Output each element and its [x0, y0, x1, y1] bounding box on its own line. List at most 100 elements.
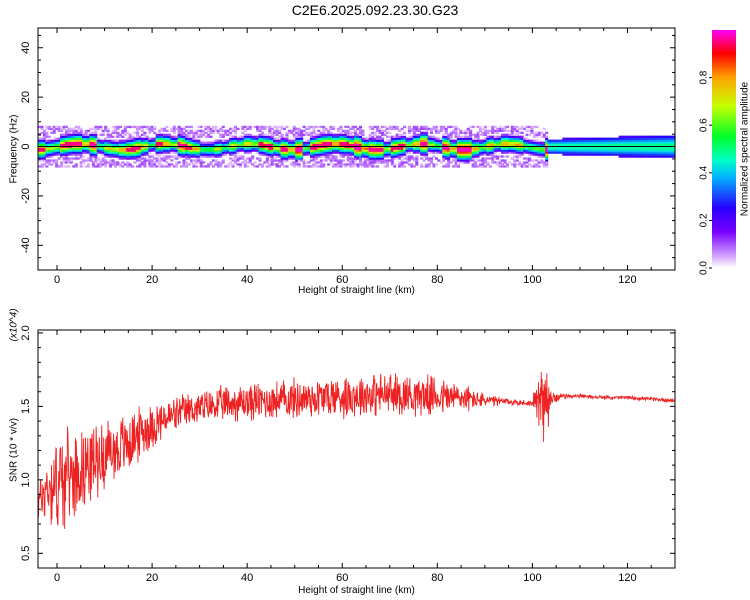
heatmap-cell [535, 159, 539, 162]
heatmap-cell [241, 141, 245, 144]
heatmap-cell [253, 147, 257, 150]
heatmap-cell [351, 163, 355, 166]
heatmap-cell [231, 163, 235, 166]
heatmap-cell [312, 143, 316, 146]
heatmap-cell [510, 163, 514, 166]
heatmap-cell [657, 141, 661, 144]
heatmap-cell [292, 133, 296, 136]
heatmap-cell [388, 147, 392, 150]
heatmap-cell [136, 149, 140, 152]
heatmap-cell [670, 147, 674, 150]
heatmap-cell [214, 149, 218, 152]
heatmap-cell [275, 143, 279, 146]
heatmap-cell [439, 125, 443, 129]
heatmap-cell [295, 155, 299, 158]
heatmap-cell [96, 157, 100, 160]
heatmap-cell [584, 153, 588, 156]
heatmap-cell [596, 139, 600, 142]
heatmap-cell [295, 137, 299, 140]
heatmap-cell [258, 143, 262, 146]
heatmap-cell [466, 147, 470, 150]
heatmap-cell [515, 147, 519, 150]
heatmap-cell [40, 141, 44, 144]
heatmap-cell [520, 153, 524, 156]
heatmap-cell [207, 133, 211, 136]
heatmap-cell [626, 151, 630, 154]
heatmap-cell [461, 153, 465, 156]
heatmap-cell [327, 129, 331, 133]
heatmap-cell [354, 153, 358, 156]
colorbar-segment [712, 262, 736, 265]
heatmap-cell [520, 131, 524, 134]
heatmap-cell [280, 159, 284, 162]
heatmap-cell [101, 131, 105, 134]
heatmap-cell [182, 147, 186, 150]
heatmap-cell [371, 161, 375, 164]
heatmap-cell [346, 157, 350, 160]
heatmap-cell [283, 139, 287, 142]
heatmap-cell [224, 139, 228, 142]
heatmap-cell [525, 137, 529, 140]
heatmap-cell [373, 153, 377, 156]
heatmap-cell [459, 141, 463, 144]
heatmap-cell [354, 147, 358, 150]
heatmap-cell [432, 137, 436, 140]
heatmap-cell [650, 151, 654, 154]
heatmap-cell [672, 155, 676, 158]
heatmap-cell [452, 139, 456, 142]
heatmap-cell [297, 163, 301, 166]
heatmap-x-tick-label: 120 [618, 274, 636, 286]
heatmap-cell [287, 147, 291, 150]
heatmap-cell [319, 147, 323, 150]
heatmap-cell [123, 147, 127, 150]
heatmap-cell [238, 137, 242, 140]
heatmap-cell [648, 149, 652, 152]
heatmap-cell [172, 129, 176, 133]
heatmap-cell [552, 143, 556, 146]
heatmap-cell [648, 153, 652, 156]
heatmap-cell [640, 143, 644, 146]
heatmap-cell [395, 143, 399, 146]
heatmap-cell [214, 147, 218, 150]
heatmap-cell [307, 139, 311, 142]
heatmap-cell [344, 139, 348, 142]
heatmap-cell [530, 139, 534, 142]
heatmap-cell [312, 139, 316, 142]
heatmap-cell [363, 157, 367, 160]
heatmap-cell [47, 147, 51, 150]
heatmap-cell [145, 153, 149, 156]
heatmap-cell [400, 141, 404, 144]
heatmap-cell [55, 161, 59, 164]
heatmap-cell [584, 149, 588, 152]
heatmap-cell [434, 147, 438, 150]
heatmap-cell [72, 153, 76, 156]
heatmap-cell [371, 125, 375, 129]
heatmap-cell [158, 129, 162, 133]
heatmap-cell [530, 165, 534, 168]
heatmap-cell [434, 157, 438, 160]
heatmap-cell [268, 163, 272, 166]
heatmap-cell [665, 143, 669, 146]
heatmap-cell [185, 137, 189, 140]
heatmap-cell [45, 159, 49, 162]
heatmap-cell [537, 153, 541, 156]
heatmap-cell [256, 137, 260, 140]
heatmap-cell [454, 141, 458, 144]
heatmap-cell [248, 141, 252, 144]
heatmap-cell [618, 149, 622, 152]
heatmap-cell [111, 153, 115, 156]
heatmap-cell [322, 137, 326, 140]
colorbar-segment [712, 103, 736, 106]
heatmap-cell [346, 131, 350, 134]
heatmap-cell [234, 157, 238, 160]
heatmap-cell [415, 129, 419, 133]
heatmap-cell [608, 139, 612, 142]
heatmap-cell [449, 155, 453, 158]
heatmap-cell [72, 131, 76, 134]
heatmap-cell [611, 153, 615, 156]
heatmap-cell [82, 139, 86, 142]
heatmap-cell [454, 153, 458, 156]
heatmap-cell [136, 157, 140, 160]
heatmap-cell [442, 153, 446, 156]
heatmap-cell [523, 157, 527, 160]
